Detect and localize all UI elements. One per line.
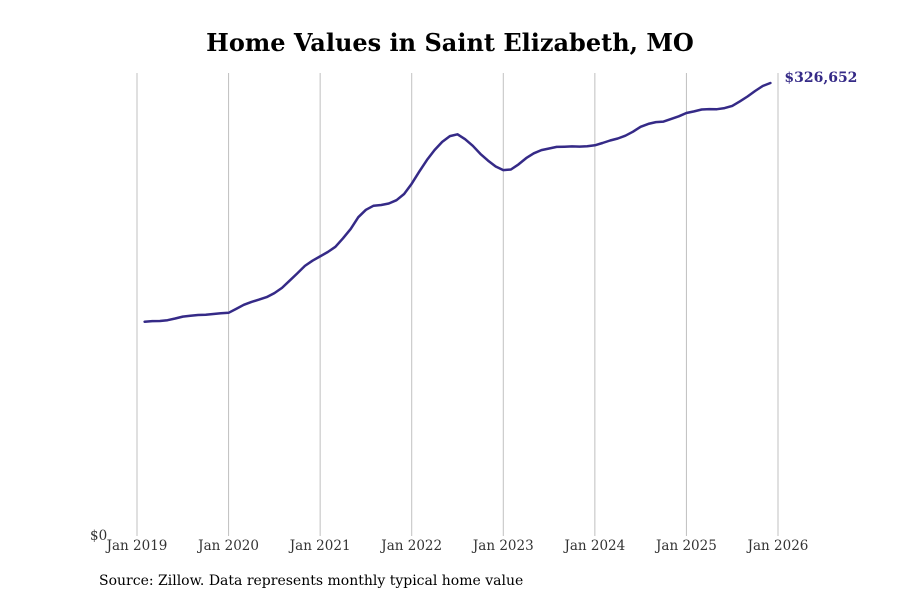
x-tick-label: Jan 2026: [746, 538, 809, 554]
y-zero-label: $0: [90, 528, 107, 544]
x-tick-label: Jan 2020: [196, 538, 259, 554]
chart-title: Home Values in Saint Elizabeth, MO: [206, 28, 694, 57]
x-tick-label: Jan 2025: [654, 538, 717, 554]
x-axis-ticks: Jan 2019 Jan 2020 Jan 2021 Jan 2022 Jan 2023…: [105, 538, 809, 554]
x-tick-label: Jan 2024: [562, 538, 625, 554]
end-value-label: $326,652: [784, 70, 857, 86]
gridlines: [136, 73, 779, 536]
x-tick-label: Jan 2019: [105, 538, 168, 554]
source-note: Source: Zillow. Data represents monthly …: [99, 573, 524, 589]
series-line: [143, 81, 772, 323]
x-tick-label: Jan 2022: [379, 538, 442, 554]
x-tick-label: Jan 2021: [288, 538, 351, 554]
x-tick-label: Jan 2023: [471, 538, 534, 554]
